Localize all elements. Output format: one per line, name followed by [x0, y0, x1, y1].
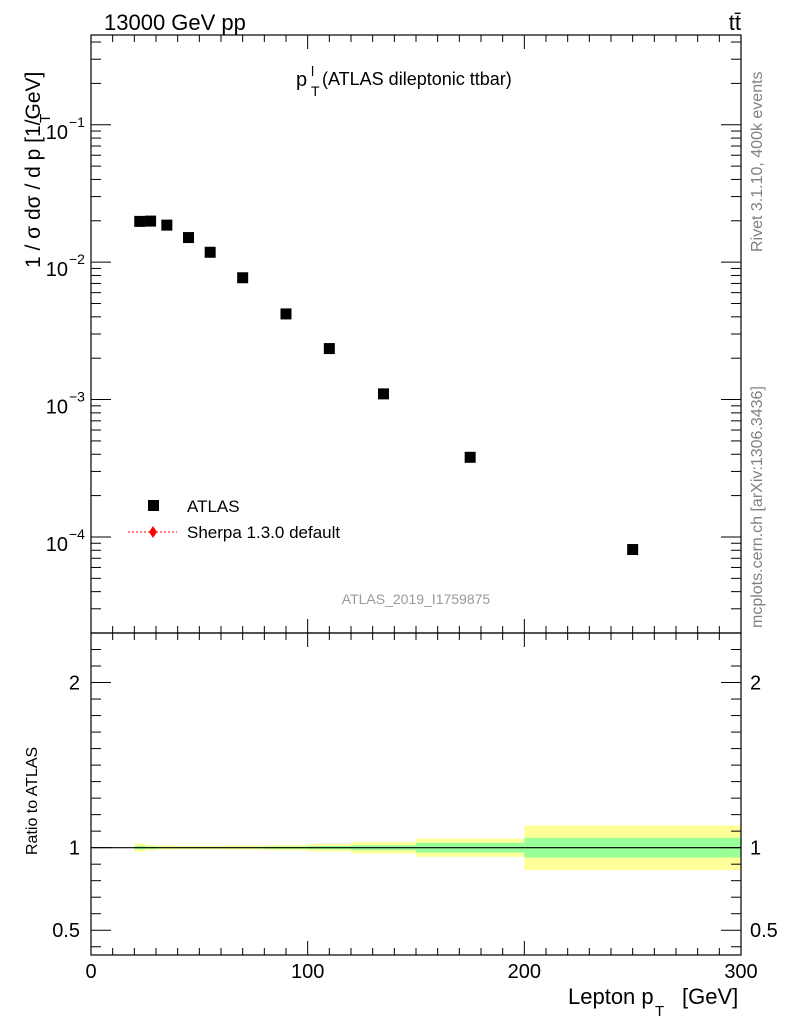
energy-label: 13000 GeV pp — [104, 10, 246, 35]
main-frame — [90, 34, 742, 634]
y-tick-label-2: 10 — [46, 259, 68, 281]
y-tick-label-3: 10 — [46, 122, 68, 144]
ratio-tick-label-left-0: 0.5 — [52, 920, 80, 942]
legend: ATLAS Sherpa 1.3.0 default — [128, 497, 340, 542]
data-point-9 — [464, 451, 476, 463]
x-tick-label-100: 100 — [291, 961, 324, 983]
mcplots-label: mcplots.cern.ch [arXiv:1306.3436] — [749, 386, 766, 628]
title-subscript: T — [311, 83, 320, 99]
rivet-label: Rivet 3.1.10, 400k events — [749, 71, 766, 252]
y-tick-exp-3: −1 — [69, 114, 85, 130]
legend-sherpa-marker — [149, 526, 157, 538]
y-axis-label: 1 / σ dσ / d p [1/GeV] — [22, 72, 45, 268]
x-axis-label-unit: [GeV] — [682, 984, 738, 1009]
x-axis-label-subscript: T — [655, 1003, 664, 1020]
ratio-panel: 0.5 0.5 1 1 2 2 Ratio to ATLAS — [24, 632, 778, 956]
ratio-tick-label-left-2: 2 — [69, 673, 80, 695]
process-label: tt̄ — [729, 10, 741, 35]
x-axis-tick-labels: 0 100 200 300 — [85, 961, 757, 983]
ratio-tick-label-right-1: 1 — [750, 838, 761, 860]
y-axis-label-text: 1 / σ dσ / d p [1/GeV] — [22, 72, 45, 268]
data-point-6 — [280, 308, 292, 320]
legend-atlas-label: ATLAS — [187, 497, 240, 516]
main-axis-ticks: 10−410−310−210−1 — [46, 35, 742, 634]
y-tick-label-0: 10 — [46, 534, 68, 556]
main-panel: 10−410−310−210−1 p l T (ATLAS dileptonic… — [22, 34, 742, 634]
y-axis-label-subscript: T — [37, 114, 54, 123]
legend-atlas-marker — [148, 500, 159, 511]
data-point-8 — [378, 388, 389, 400]
x-tick-label-300: 300 — [724, 961, 757, 983]
y-tick-label-1: 10 — [46, 397, 68, 419]
x-tick-label-200: 200 — [508, 961, 541, 983]
ratio-frame — [90, 632, 742, 956]
legend-sherpa-label: Sherpa 1.3.0 default — [187, 523, 340, 542]
title-superscript: l — [311, 63, 314, 79]
ratio-tick-label-right-0: 0.5 — [750, 920, 778, 942]
analysis-id: ATLAS_2019_I1759875 — [342, 591, 491, 607]
ratio-tick-label-right-2: 2 — [750, 673, 761, 695]
ratio-tick-label-left-1: 1 — [69, 838, 80, 860]
y-tick-exp-2: −2 — [69, 251, 85, 267]
data-point-3 — [183, 232, 194, 244]
data-point-7 — [323, 343, 335, 355]
ratio-y-label: Ratio to ATLAS — [24, 747, 41, 855]
x-tick-label-0: 0 — [85, 961, 96, 983]
y-tick-exp-0: −4 — [69, 526, 85, 542]
data-point-5 — [237, 272, 249, 284]
title-main: p — [296, 69, 307, 91]
data-point-0 — [134, 215, 146, 227]
x-axis-label: Lepton p — [568, 984, 654, 1009]
data-point-2 — [161, 219, 173, 231]
data-point-4 — [204, 246, 216, 258]
ratio-axis-ticks: 0.5 0.5 1 1 2 2 — [52, 632, 778, 955]
y-tick-exp-1: −3 — [69, 389, 85, 405]
data-point-10 — [627, 544, 639, 556]
plot-title: p — [296, 69, 307, 91]
data-point-1 — [145, 215, 157, 227]
title-rest: (ATLAS dileptonic ttbar) — [322, 69, 512, 89]
